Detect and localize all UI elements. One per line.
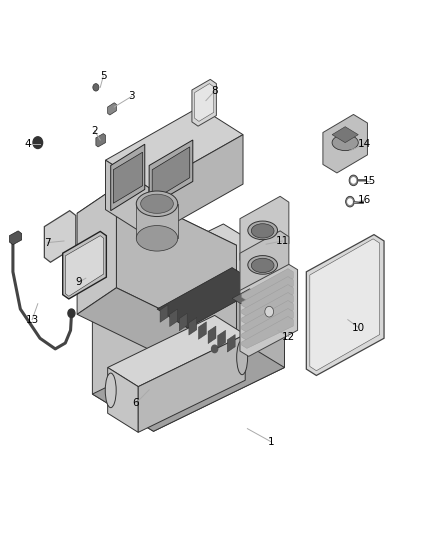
Polygon shape [92,330,285,431]
Text: 10: 10 [352,322,365,333]
Ellipse shape [237,340,247,375]
Polygon shape [208,326,216,344]
Circle shape [348,199,352,204]
Text: 2: 2 [91,126,98,136]
Polygon shape [179,313,187,331]
Circle shape [265,306,274,317]
Polygon shape [63,231,106,299]
Ellipse shape [136,225,178,251]
Text: 11: 11 [276,236,289,246]
Polygon shape [152,147,190,200]
Text: 14: 14 [357,139,371,149]
Text: 9: 9 [75,278,82,287]
Polygon shape [65,236,104,296]
Polygon shape [108,316,245,386]
Polygon shape [198,322,206,340]
Ellipse shape [105,373,116,408]
Polygon shape [108,368,138,432]
Polygon shape [242,293,293,325]
Text: 16: 16 [357,195,371,205]
Polygon shape [194,84,214,122]
Text: 5: 5 [100,71,106,81]
Text: 12: 12 [282,332,296,342]
Ellipse shape [332,135,358,151]
Polygon shape [306,235,384,375]
Polygon shape [189,318,197,335]
Polygon shape [242,269,293,301]
Polygon shape [10,231,21,245]
Text: 15: 15 [363,176,376,187]
Circle shape [349,175,358,185]
Text: 13: 13 [25,314,39,325]
Polygon shape [153,261,285,431]
Circle shape [351,177,356,183]
Polygon shape [149,140,193,207]
Polygon shape [77,187,237,272]
Polygon shape [332,127,358,143]
Circle shape [212,345,218,353]
Polygon shape [218,330,226,348]
Ellipse shape [248,256,278,274]
Polygon shape [157,268,263,328]
Text: 1: 1 [268,437,275,447]
Text: 3: 3 [128,91,135,101]
Polygon shape [310,239,380,370]
Polygon shape [92,288,153,431]
Polygon shape [242,285,293,317]
Polygon shape [96,134,106,147]
Polygon shape [192,79,216,126]
Polygon shape [106,160,149,237]
Text: 7: 7 [45,238,51,247]
Circle shape [68,309,75,318]
Polygon shape [240,264,297,357]
Polygon shape [44,211,76,262]
Polygon shape [160,305,168,322]
Polygon shape [77,187,117,314]
Polygon shape [106,107,243,188]
Ellipse shape [251,259,274,272]
Circle shape [93,84,99,91]
Polygon shape [92,224,285,325]
Polygon shape [77,288,237,373]
Polygon shape [242,277,293,309]
Polygon shape [138,335,245,432]
Polygon shape [170,309,177,327]
Circle shape [346,196,354,207]
Text: 6: 6 [133,398,139,408]
Polygon shape [117,187,237,346]
Polygon shape [242,309,293,341]
Polygon shape [232,289,258,304]
Circle shape [33,137,42,149]
Polygon shape [242,301,293,333]
Polygon shape [323,115,367,173]
Polygon shape [136,204,178,238]
Polygon shape [111,144,145,211]
Polygon shape [108,103,117,115]
Polygon shape [240,196,289,266]
Text: 4: 4 [25,139,31,149]
Polygon shape [242,317,293,349]
Ellipse shape [248,221,278,240]
Text: 8: 8 [211,86,218,96]
Polygon shape [227,335,235,352]
Polygon shape [240,231,289,301]
Ellipse shape [136,191,178,216]
Polygon shape [113,152,143,203]
Polygon shape [149,135,243,237]
Ellipse shape [141,194,173,213]
Ellipse shape [251,224,274,238]
